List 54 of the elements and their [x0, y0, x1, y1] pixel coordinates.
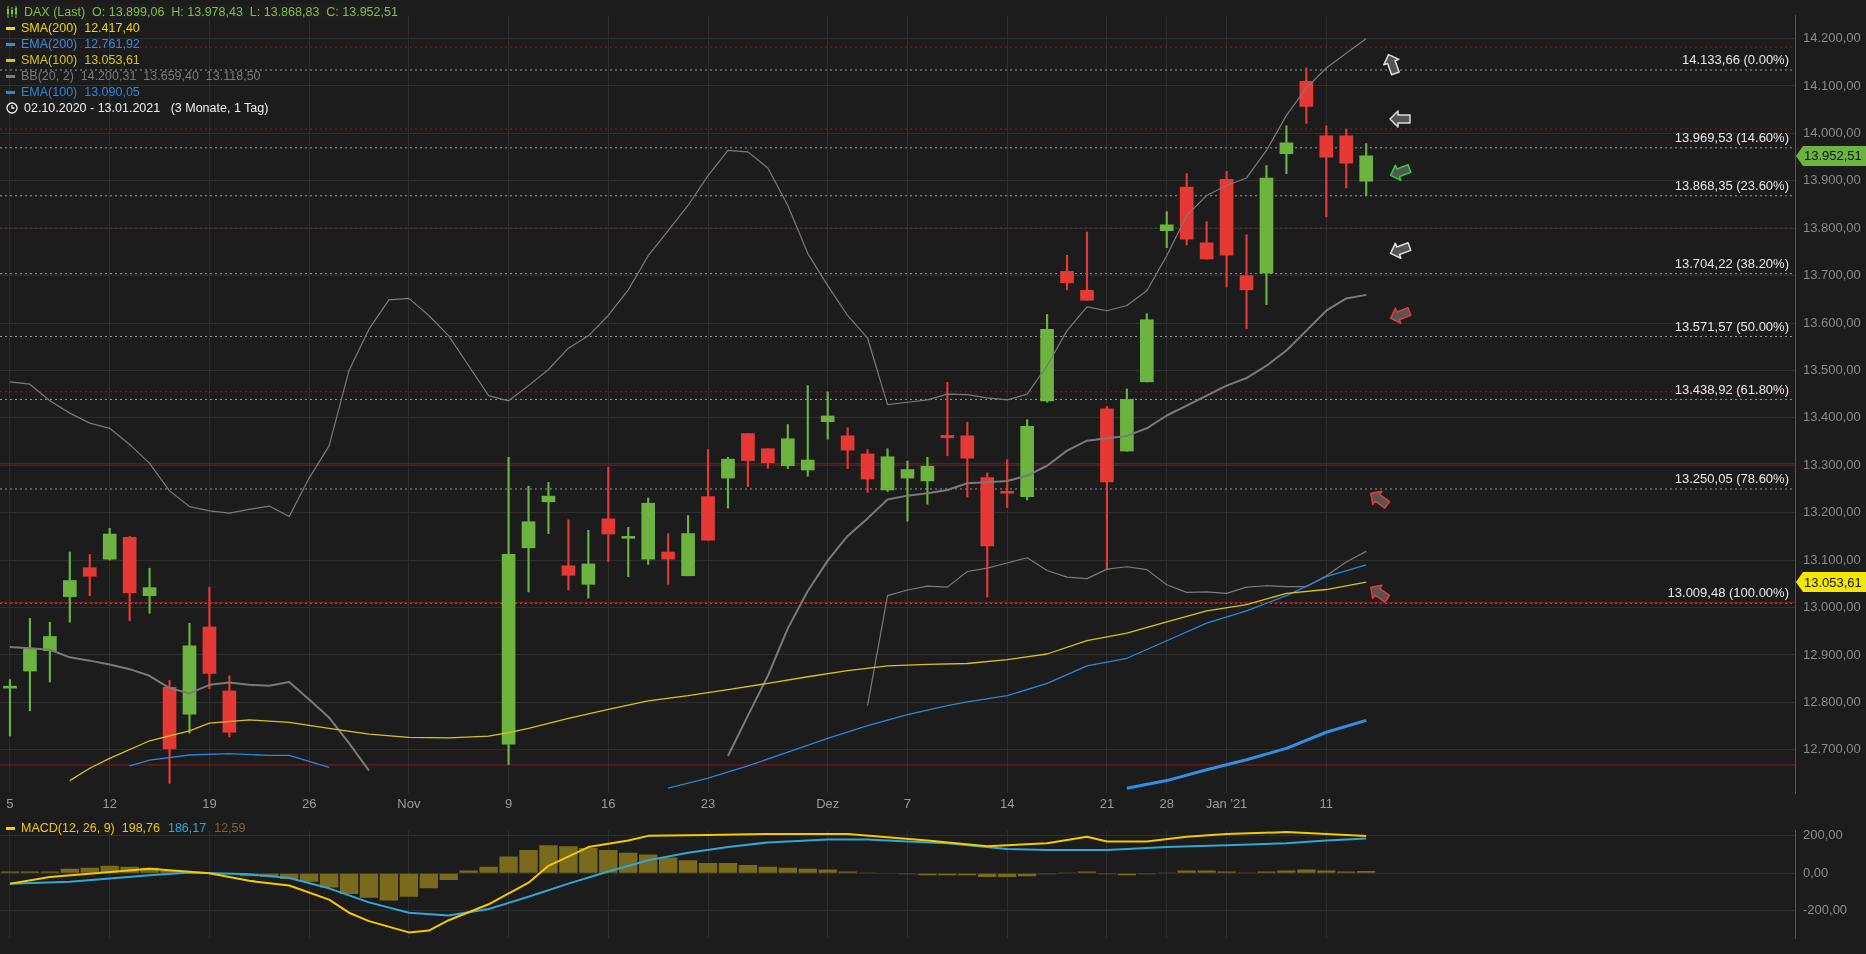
text: 12,59 [214, 820, 246, 836]
y-tick-label: 13.500,00 [1803, 362, 1861, 378]
text: 13.952,51 [1804, 148, 1862, 164]
text: 13.053,61 [1804, 574, 1862, 590]
y-tick-label: -200,00 [1803, 902, 1848, 918]
y-tick-label: 12.900,00 [1803, 646, 1861, 662]
x-tick-label: 21 [1099, 795, 1115, 811]
legend-label: SMA(200) 12.417,40 [21, 20, 140, 36]
ref-line-label: 14.133,66 (0.00%) [1682, 52, 1789, 68]
legend-label: MACD(12, 26, 9) 198,76 [21, 820, 160, 836]
ref-line-label: 13.868,35 (23.60%) [1674, 177, 1789, 193]
x-tick-label: 16 [601, 795, 616, 811]
y-tick-label: 0,00 [1803, 864, 1829, 880]
x-tick-label: 11 [1319, 795, 1334, 811]
ref-line-label: 13.704,22 (38.20%) [1674, 255, 1789, 271]
y-tick-label: 12.700,00 [1803, 741, 1861, 757]
ref-line-label: 13.571,57 (50.00%) [1674, 318, 1789, 334]
ref-line-label: 13.438,92 (61.80%) [1674, 381, 1789, 397]
ref-line-label: 13.969,53 (14.60%) [1674, 129, 1789, 145]
y-tick-label: 13.600,00 [1803, 314, 1861, 330]
y-tick-label: 14.200,00 [1803, 30, 1861, 46]
ref-line-label: 13.250,05 (78.60%) [1674, 471, 1789, 487]
text: 186,17 [167, 820, 207, 836]
y-tick-label: 13.300,00 [1803, 456, 1861, 472]
y-tick-label: 14.100,00 [1803, 77, 1861, 93]
x-tick-label: 12 [102, 795, 117, 811]
chart-title: DAX (Last) O: 13.899,06 H: 13.978,43 L: 13.868,83 C: 13.952,51 [24, 4, 398, 20]
ref-line-label: 13.009,48 (100.00%) [1667, 585, 1789, 601]
y-tick-label: 13.100,00 [1803, 551, 1861, 567]
y-tick-label: 200,00 [1803, 827, 1843, 843]
x-tick-label: 14 [999, 795, 1015, 811]
y-tick-label: 13.900,00 [1803, 172, 1861, 188]
x-tick-label: 28 [1159, 795, 1174, 811]
legend-label: EMA(200) 12.761,92 [21, 36, 140, 52]
x-tick-label: 26 [301, 795, 317, 811]
x-tick-label: 23 [700, 795, 716, 811]
x-tick-label: 19 [202, 795, 217, 811]
y-tick-label: 13.200,00 [1803, 504, 1861, 520]
y-tick-label: 13.000,00 [1803, 599, 1861, 615]
legend-label: EMA(100) 13.090,05 [21, 84, 140, 100]
y-tick-label: 13.400,00 [1803, 409, 1861, 425]
x-tick-label: 5 [6, 795, 14, 811]
x-tick-label: Jan '21 [1205, 795, 1248, 811]
x-tick-label: Dez [816, 795, 840, 811]
y-tick-label: 13.800,00 [1803, 219, 1861, 235]
x-tick-label: 9 [504, 795, 513, 811]
y-tick-label: 13.700,00 [1803, 267, 1861, 283]
y-tick-label: 14.000,00 [1803, 124, 1861, 140]
text: 02.10.2020 - 13.01.2021 (3 Monate, 1 Tag) [24, 100, 269, 116]
legend-label: SMA(100) 13.053,61 [21, 52, 140, 68]
x-tick-label: Nov [397, 795, 421, 811]
x-tick-label: 7 [903, 795, 912, 811]
y-tick-label: 12.800,00 [1803, 693, 1861, 709]
legend-label: BB(20, 2) 14.200,31 13.659,40 13.118,50 [21, 68, 261, 84]
